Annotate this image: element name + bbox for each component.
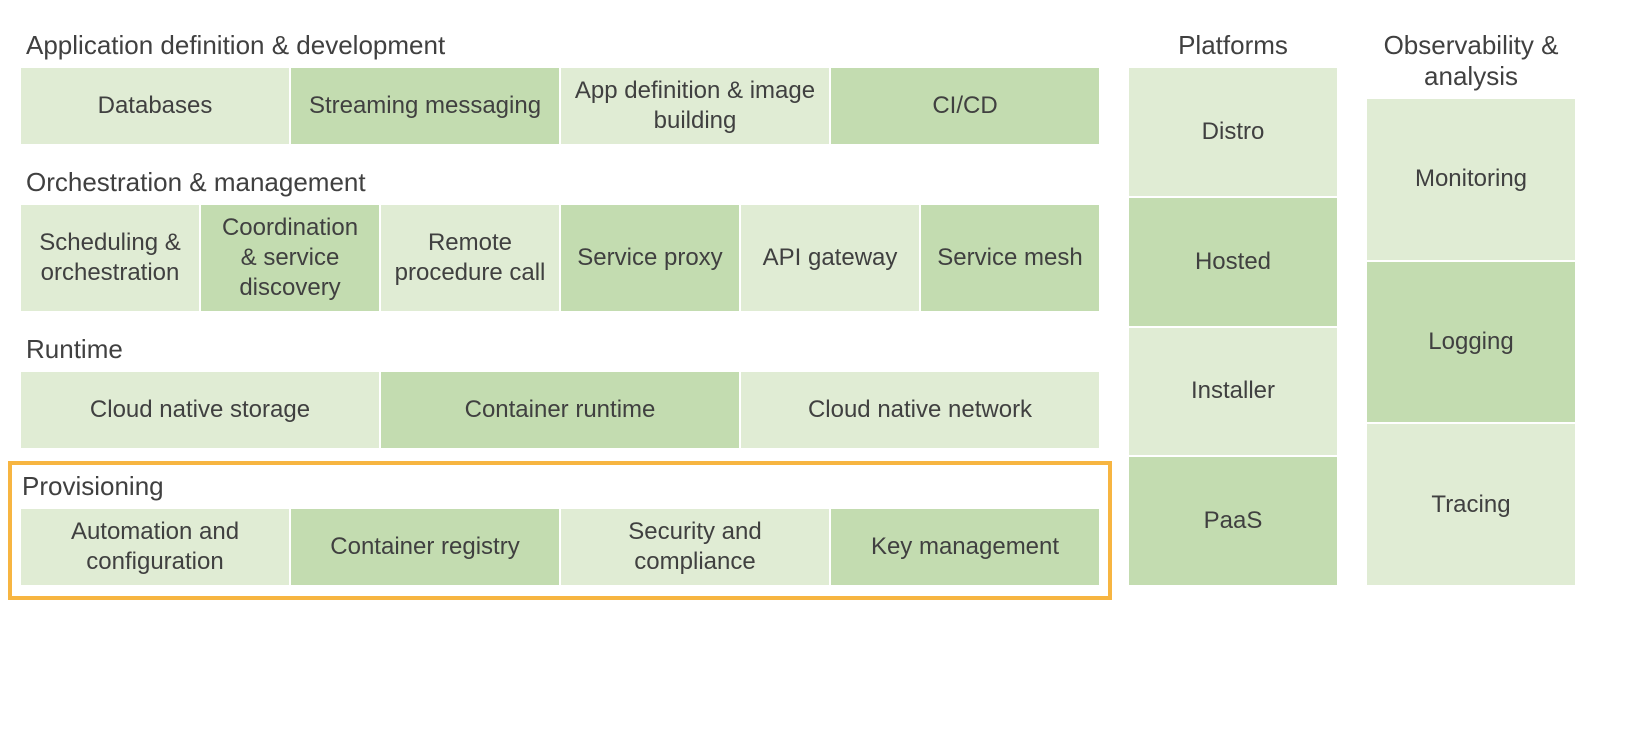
- section-title: Orchestration & management: [20, 167, 1100, 198]
- section-row: Scheduling & orchestration Coordination …: [20, 204, 1100, 312]
- diagram-root: Application definition & development Dat…: [20, 30, 1614, 586]
- cell-streaming-messaging: Streaming messaging: [290, 67, 560, 145]
- section-orchestration: Orchestration & management Scheduling & …: [20, 167, 1100, 312]
- section-runtime: Runtime Cloud native storage Container r…: [20, 334, 1100, 449]
- cell-key-management: Key management: [830, 508, 1100, 586]
- column-platforms: Platforms Distro Hosted Installer PaaS: [1128, 30, 1338, 586]
- cell-paas: PaaS: [1128, 456, 1338, 586]
- column-title: Observability & analysis: [1366, 30, 1576, 92]
- cell-app-def-image-building: App definition & image building: [560, 67, 830, 145]
- cell-scheduling-orchestration: Scheduling & orchestration: [20, 204, 200, 312]
- cell-container-registry: Container registry: [290, 508, 560, 586]
- cell-automation-configuration: Automation and configuration: [20, 508, 290, 586]
- column-body: Monitoring Logging Tracing: [1366, 98, 1576, 586]
- section-provisioning: Provisioning Automation and configuratio…: [20, 471, 1100, 586]
- section-title: Runtime: [20, 334, 1100, 365]
- cell-logging: Logging: [1366, 261, 1576, 424]
- section-title: Provisioning: [20, 471, 1100, 502]
- column-body: Distro Hosted Installer PaaS: [1128, 67, 1338, 586]
- cell-cloud-native-storage: Cloud native storage: [20, 371, 380, 449]
- column-observability: Observability & analysis Monitoring Logg…: [1366, 30, 1576, 586]
- section-app-def: Application definition & development Dat…: [20, 30, 1100, 145]
- cell-tracing: Tracing: [1366, 423, 1576, 586]
- cell-container-runtime: Container runtime: [380, 371, 740, 449]
- cell-cloud-native-network: Cloud native network: [740, 371, 1100, 449]
- cell-distro: Distro: [1128, 67, 1338, 197]
- cell-api-gateway: API gateway: [740, 204, 920, 312]
- cell-security-compliance: Security and compliance: [560, 508, 830, 586]
- cell-monitoring: Monitoring: [1366, 98, 1576, 261]
- highlight-provisioning: Provisioning Automation and configuratio…: [8, 461, 1112, 600]
- section-row: Databases Streaming messaging App defini…: [20, 67, 1100, 145]
- cell-ci-cd: CI/CD: [830, 67, 1100, 145]
- column-title: Platforms: [1128, 30, 1338, 61]
- cell-service-mesh: Service mesh: [920, 204, 1100, 312]
- section-row: Automation and configuration Container r…: [20, 508, 1100, 586]
- cell-coordination-service-discovery: Coordination & service discovery: [200, 204, 380, 312]
- section-title: Application definition & development: [20, 30, 1100, 61]
- cell-hosted: Hosted: [1128, 197, 1338, 327]
- cell-databases: Databases: [20, 67, 290, 145]
- cell-installer: Installer: [1128, 327, 1338, 457]
- left-stack: Application definition & development Dat…: [20, 30, 1100, 586]
- cell-service-proxy: Service proxy: [560, 204, 740, 312]
- section-row: Cloud native storage Container runtime C…: [20, 371, 1100, 449]
- cell-remote-procedure-call: Remote procedure call: [380, 204, 560, 312]
